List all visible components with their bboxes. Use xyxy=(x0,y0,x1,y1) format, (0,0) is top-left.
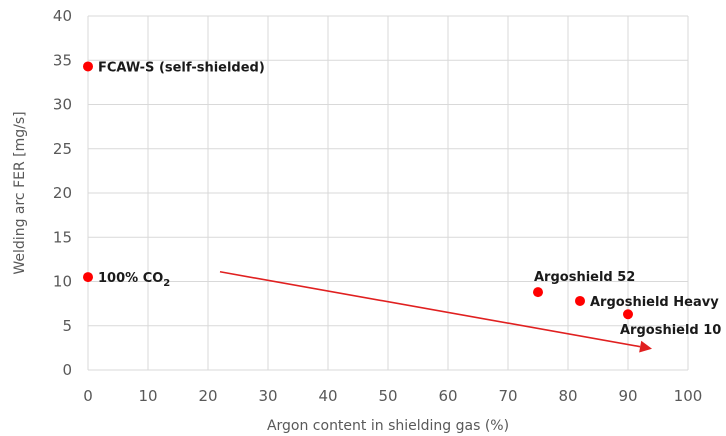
point-label-text: Argoshield 52 xyxy=(534,270,635,285)
x-tick-label: 40 xyxy=(318,387,337,405)
y-tick-label: 20 xyxy=(53,184,72,202)
x-tick-label: 70 xyxy=(498,387,517,405)
point-label-text: Argoshield 10 xyxy=(620,323,721,338)
point-label-subscript: 2 xyxy=(163,278,170,289)
y-tick-label: 15 xyxy=(53,228,72,246)
point-label: Argoshield Heavy xyxy=(590,295,719,310)
data-point xyxy=(533,287,543,298)
x-tick-label: 20 xyxy=(198,387,217,405)
data-point xyxy=(83,272,93,283)
x-tick-label: 50 xyxy=(378,387,397,405)
y-tick-label: 5 xyxy=(62,317,72,335)
y-tick-label: 0 xyxy=(62,361,72,379)
point-label-text: 100% CO xyxy=(98,271,163,286)
y-axis-title: Welding arc FER [mg/s] xyxy=(12,111,28,274)
point-labels: FCAW-S (self-shielded) 100% CO2 Argoshield… xyxy=(98,60,721,338)
x-tick-label: 80 xyxy=(558,387,577,405)
point-label: Argoshield 10 xyxy=(620,323,721,338)
y-tick-label: 10 xyxy=(53,273,72,291)
x-tick-label: 60 xyxy=(438,387,457,405)
y-tick-label: 30 xyxy=(53,96,72,114)
x-tick-label: 100 xyxy=(674,387,703,405)
trend-arrow-head xyxy=(639,340,652,353)
trend-arrow-group xyxy=(219,270,652,353)
trend-arrow-line xyxy=(219,270,641,348)
x-axis-title: Argon content in shielding gas (%) xyxy=(267,418,509,434)
y-tick-label: 35 xyxy=(53,51,72,69)
point-label: Argoshield 52 xyxy=(534,270,635,285)
grid-lines xyxy=(87,15,689,371)
x-tick-label: 90 xyxy=(618,387,637,405)
point-label-text: FCAW-S (self-shielded) xyxy=(98,60,265,75)
y-tick-label: 25 xyxy=(53,140,72,158)
data-point xyxy=(575,295,585,306)
point-label: FCAW-S (self-shielded) xyxy=(98,60,265,75)
data-point xyxy=(623,309,633,320)
x-tick-label: 30 xyxy=(258,387,277,405)
x-tick-label: 0 xyxy=(83,387,93,405)
point-label-text: Argoshield Heavy xyxy=(590,295,719,310)
y-tick-label: 40 xyxy=(53,7,72,25)
data-point xyxy=(83,61,93,72)
x-tick-label: 10 xyxy=(138,387,157,405)
data-points xyxy=(83,61,633,320)
tick-labels: 0 5 10 15 20 25 30 35 40 0 10 20 30 40 50 60 70 80 90 100 xyxy=(53,7,702,405)
point-label: 100% CO2 xyxy=(98,271,170,289)
